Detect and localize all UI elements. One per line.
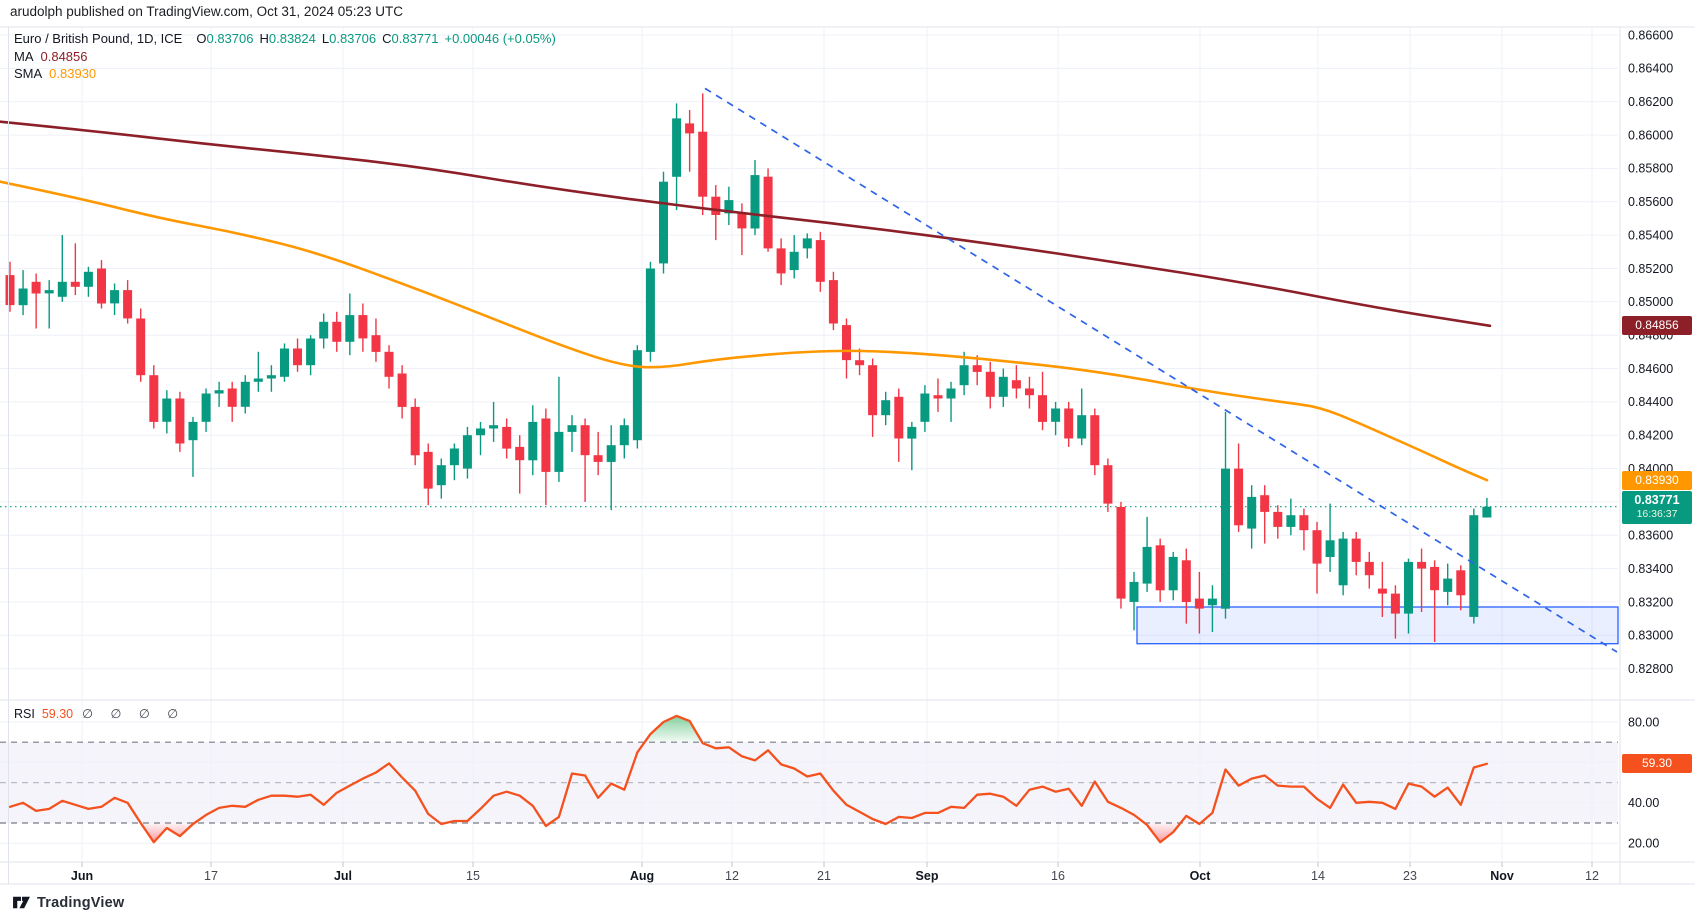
time-axis-labels[interactable]: Jun 17 Jul 15 Aug 12 21 Sep 16 Oct 14 23 Nov 12 (71, 869, 1599, 883)
attribution-label: arudolph published on TradingView.com, O… (10, 4, 403, 19)
trendline[interactable] (704, 87, 1618, 653)
attribution-text: arudolph published on TradingView.com, O… (10, 4, 403, 19)
pane-borders (0, 26, 1695, 885)
symbol-title[interactable]: Euro / British Pound, 1D, ICE (14, 31, 183, 46)
rsi-label: RSI (14, 707, 35, 721)
ma-price-badge: 0.84856 (1622, 316, 1692, 336)
svg-text:Nov: Nov (1490, 869, 1514, 883)
svg-text:15: 15 (466, 869, 480, 883)
svg-text:0.85800: 0.85800 (1628, 162, 1673, 176)
last-price-value: 0.83771 (1634, 492, 1680, 507)
rsi-value-badge: 59.30 (1622, 754, 1692, 774)
tradingview-brand-text: TradingView (37, 894, 125, 911)
low-label: L (321, 31, 330, 46)
svg-text:0.83000: 0.83000 (1628, 629, 1673, 643)
svg-text:0.83200: 0.83200 (1628, 595, 1673, 609)
tradingview-logo-icon (12, 894, 31, 911)
svg-text:0.83600: 0.83600 (1628, 529, 1673, 543)
open-value: 0.83706 (206, 31, 254, 46)
rsi-empty-params: ∅ ∅ ∅ ∅ (82, 707, 186, 721)
svg-text:0.86200: 0.86200 (1628, 95, 1673, 109)
svg-text:Aug: Aug (630, 869, 654, 883)
svg-text:0.83400: 0.83400 (1628, 562, 1673, 576)
rsi-line (8, 714, 1489, 844)
tradingview-footer[interactable]: TradingView (12, 894, 124, 911)
rsi-oversold-fill (140, 823, 195, 843)
svg-text:Jul: Jul (334, 869, 352, 883)
svg-text:0.84600: 0.84600 (1628, 362, 1673, 376)
change-value: +0.00046 (+0.05%) (444, 31, 556, 46)
svg-text:0.85000: 0.85000 (1628, 295, 1673, 309)
svg-text:23: 23 (1403, 869, 1417, 883)
svg-text:14: 14 (1311, 869, 1325, 883)
svg-text:0.86400: 0.86400 (1628, 62, 1673, 76)
low-value: 0.83706 (329, 31, 377, 46)
rsi-value: 59.30 (41, 707, 74, 721)
svg-text:21: 21 (817, 869, 831, 883)
symbol-legend: Euro / British Pound, 1D, ICE O0.83706 H0.… (14, 31, 556, 84)
high-label: H (259, 31, 269, 46)
open-label: O (196, 31, 207, 46)
svg-text:17: 17 (204, 869, 218, 883)
bar-countdown-timer: 16:36:37 (1636, 507, 1678, 520)
svg-text:40.00: 40.00 (1628, 796, 1659, 810)
ma-value: 0.84856 (40, 48, 88, 64)
svg-text:0.85600: 0.85600 (1628, 195, 1673, 209)
sma-label: SMA (14, 66, 43, 81)
last-price-badge: 0.83771 16:36:37 (1622, 490, 1692, 524)
svg-text:0.85400: 0.85400 (1628, 228, 1673, 242)
support-zone[interactable] (1136, 606, 1619, 645)
svg-text:Oct: Oct (1190, 869, 1212, 883)
svg-text:Sep: Sep (916, 869, 939, 883)
sma-line (0, 180, 1489, 482)
price-axis-labels[interactable]: 0.86600 0.86400 0.86200 0.86000 0.85800 0.856… (1628, 28, 1673, 676)
svg-text:0.84400: 0.84400 (1628, 395, 1673, 409)
rsi-indicator-row[interactable]: RSI 59.30 ∅ ∅ ∅ ∅ (14, 706, 185, 721)
close-label: C (382, 31, 392, 46)
svg-text:80.00: 80.00 (1628, 715, 1659, 729)
svg-text:Jun: Jun (71, 869, 93, 883)
svg-text:0.86000: 0.86000 (1628, 128, 1673, 142)
symbol-row[interactable]: Euro / British Pound, 1D, ICE O0.83706 H0.… (14, 31, 556, 49)
svg-text:0.84200: 0.84200 (1628, 429, 1673, 443)
ma-line (0, 120, 1492, 328)
rsi-overbought-fill (644, 715, 703, 743)
svg-text:0.82800: 0.82800 (1628, 662, 1673, 676)
rsi-oversold-fill (1144, 823, 1181, 843)
sma-value: 0.83930 (49, 66, 97, 81)
svg-text:12: 12 (1585, 869, 1599, 883)
svg-text:20.00: 20.00 (1628, 837, 1659, 851)
close-value: 0.83771 (391, 31, 439, 46)
svg-text:12: 12 (725, 869, 739, 883)
sma-price-badge: 0.83930 (1622, 470, 1692, 490)
ma-indicator-row[interactable]: MA 0.84856 (14, 49, 556, 67)
time-axis-ticks (81, 862, 1593, 867)
rsi-axis-labels[interactable]: 80.00 40.00 20.00 (1628, 715, 1659, 850)
candles-layer (5, 93, 1492, 642)
sma-indicator-row[interactable]: SMA 0.83930 (14, 66, 556, 84)
high-value: 0.83824 (268, 31, 316, 46)
ma-label: MA (14, 48, 34, 64)
svg-text:0.86600: 0.86600 (1628, 28, 1673, 42)
svg-text:0.85200: 0.85200 (1628, 262, 1673, 276)
svg-text:16: 16 (1051, 869, 1065, 883)
